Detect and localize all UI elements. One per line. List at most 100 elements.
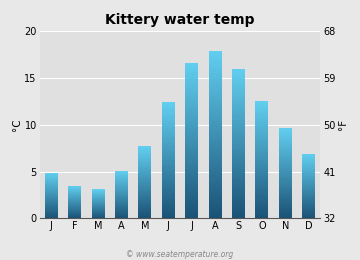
Bar (162, 163, 175, 164)
Bar (68, 199, 81, 200)
Bar (162, 102, 175, 103)
Bar (302, 169, 315, 170)
Bar (162, 188, 175, 189)
Bar (279, 162, 292, 163)
Bar (232, 70, 245, 72)
Bar (256, 217, 268, 218)
Bar (232, 209, 245, 211)
Bar (232, 200, 245, 202)
Bar (302, 172, 315, 173)
Bar (256, 188, 268, 189)
Bar (256, 208, 268, 209)
Bar (162, 142, 175, 143)
Bar (45, 198, 58, 199)
Bar (185, 108, 198, 110)
Bar (302, 173, 315, 174)
Bar (302, 156, 315, 157)
Bar (279, 155, 292, 156)
Bar (92, 214, 104, 215)
Bar (115, 198, 128, 199)
Bar (185, 207, 198, 209)
Bar (185, 167, 198, 169)
Bar (279, 198, 292, 199)
Bar (68, 201, 81, 202)
Bar (162, 120, 175, 121)
Bar (209, 160, 221, 161)
Bar (209, 141, 221, 143)
Bar (279, 174, 292, 175)
Bar (115, 216, 128, 217)
Bar (45, 215, 58, 216)
Bar (92, 209, 104, 210)
Bar (232, 148, 245, 150)
Bar (232, 109, 245, 110)
Bar (185, 192, 198, 193)
Bar (209, 168, 221, 170)
Bar (256, 126, 268, 127)
Bar (232, 128, 245, 130)
Bar (256, 115, 268, 116)
Bar (162, 115, 175, 116)
Bar (185, 107, 198, 108)
Bar (45, 213, 58, 214)
Bar (45, 184, 58, 185)
Bar (139, 186, 151, 187)
Bar (279, 192, 292, 193)
Bar (256, 155, 268, 156)
Bar (256, 127, 268, 128)
Bar (209, 74, 221, 76)
Bar (209, 66, 221, 68)
Bar (139, 146, 151, 147)
Bar (92, 198, 104, 199)
Bar (185, 155, 198, 156)
Bar (185, 215, 198, 217)
Bar (302, 159, 315, 160)
Bar (68, 191, 81, 192)
Bar (92, 213, 104, 214)
Bar (279, 186, 292, 187)
Bar (185, 162, 198, 164)
Bar (162, 156, 175, 157)
Bar (209, 63, 221, 64)
Bar (185, 177, 198, 178)
Bar (162, 180, 175, 181)
Bar (162, 126, 175, 127)
Bar (256, 163, 268, 165)
Bar (302, 211, 315, 212)
Bar (302, 185, 315, 186)
Bar (232, 82, 245, 84)
Bar (139, 187, 151, 188)
Bar (209, 56, 221, 57)
Bar (302, 202, 315, 203)
Bar (279, 156, 292, 157)
Bar (139, 155, 151, 156)
Bar (139, 171, 151, 172)
Bar (256, 160, 268, 161)
Bar (92, 208, 104, 209)
Bar (232, 100, 245, 102)
Bar (302, 175, 315, 176)
Bar (279, 167, 292, 168)
Bar (256, 172, 268, 173)
Bar (232, 133, 245, 134)
Bar (209, 150, 221, 151)
Bar (302, 205, 315, 206)
Bar (139, 169, 151, 170)
Bar (256, 180, 268, 181)
Bar (139, 154, 151, 155)
Bar (232, 88, 245, 90)
Bar (232, 206, 245, 208)
Bar (92, 200, 104, 201)
Bar (139, 213, 151, 214)
Bar (209, 205, 221, 207)
Bar (302, 195, 315, 196)
Bar (209, 101, 221, 103)
Bar (139, 166, 151, 167)
Bar (302, 174, 315, 175)
Bar (232, 140, 245, 142)
Bar (162, 203, 175, 204)
Bar (115, 203, 128, 204)
Bar (279, 210, 292, 211)
Bar (162, 109, 175, 110)
Bar (232, 90, 245, 91)
